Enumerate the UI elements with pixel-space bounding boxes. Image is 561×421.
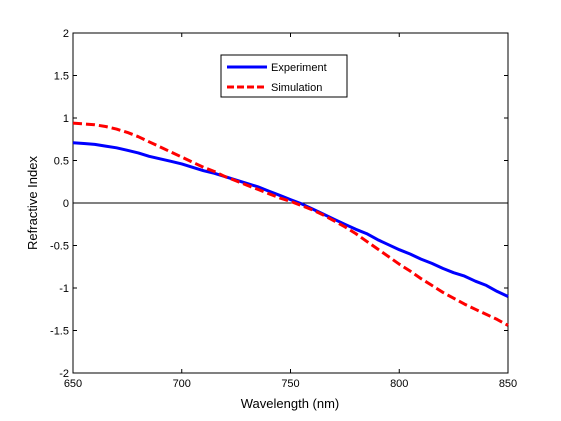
x-axis-label: Wavelength (nm): [241, 396, 340, 411]
y-tick-label: -2: [59, 368, 69, 380]
y-tick-label: -0.5: [50, 241, 69, 253]
x-tick-label: 650: [64, 378, 82, 390]
y-tick-label: 1: [63, 113, 69, 125]
y-tick-label: 0.5: [54, 156, 69, 168]
y-tick-label: -1: [59, 283, 69, 295]
x-tick-label: 750: [281, 378, 299, 390]
y-tick-label: 2: [63, 28, 69, 40]
y-tick-label: -1.5: [50, 326, 69, 338]
x-tick-label: 700: [173, 378, 191, 390]
series-line-experiment: [72, 141, 509, 298]
legend-label-experiment: Experiment: [271, 62, 327, 74]
y-axis-label: Refractive Index: [25, 156, 40, 250]
y-tick-label: 1.5: [54, 71, 69, 83]
legend-label-simulation: Simulation: [271, 82, 322, 94]
x-tick-label: 800: [390, 378, 408, 390]
x-tick-label: 850: [499, 378, 517, 390]
y-tick-label: 0: [63, 198, 69, 210]
legend: Experiment Simulation: [220, 54, 348, 98]
legend-box: [220, 54, 348, 98]
